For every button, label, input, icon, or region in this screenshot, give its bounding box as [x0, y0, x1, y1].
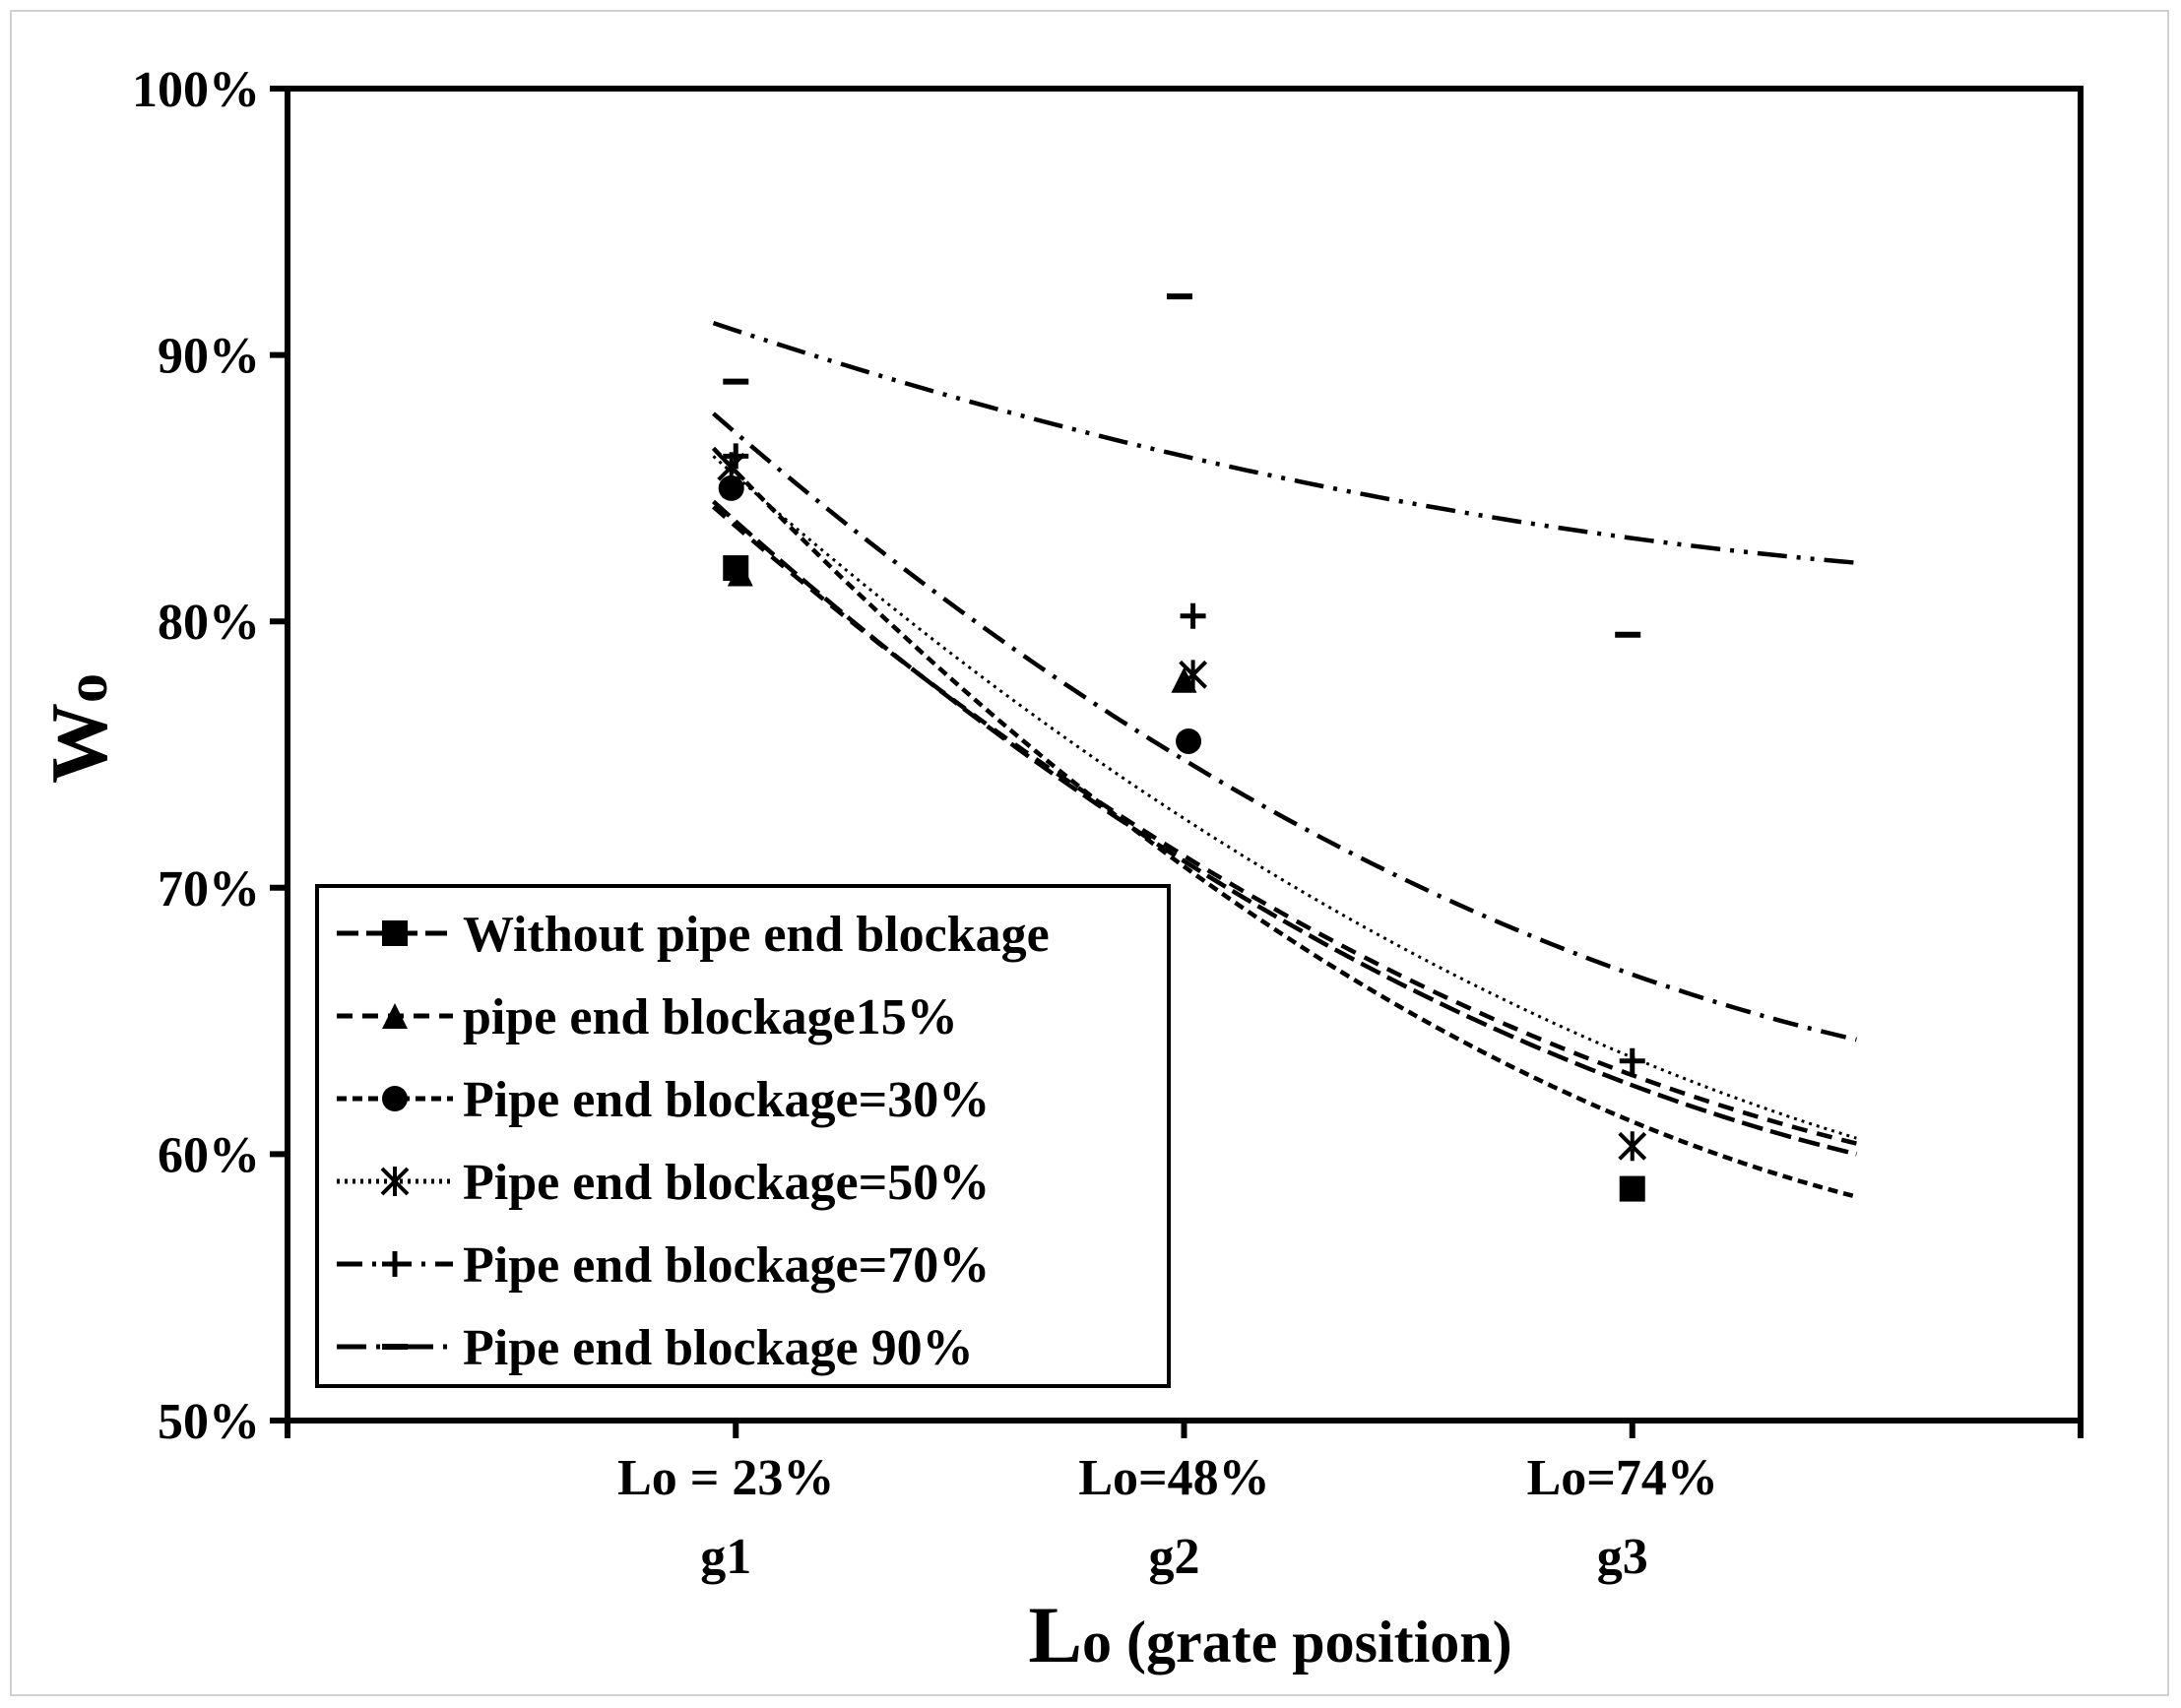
- triangle-marker: [727, 560, 753, 587]
- x-axis-title: Lo (grate position): [1028, 1590, 1511, 1679]
- legend-item-2: pipe end blockage15%: [337, 989, 958, 1045]
- legend-label: Pipe end blockage=70%: [463, 1237, 990, 1294]
- figure-frame: [10, 10, 2169, 1696]
- y-axis-title: Wo: [34, 673, 124, 784]
- y-tick-label: 90%: [158, 329, 260, 385]
- data-markers: [717, 293, 1647, 1202]
- plus-marker: [1619, 1047, 1645, 1074]
- plus-marker: [723, 443, 749, 470]
- trend-line-series-2: [712, 505, 1857, 1146]
- y-tick-label: 70%: [158, 861, 260, 917]
- x-tick-label: Lo = 23%: [617, 1450, 834, 1506]
- legend-item-4: Pipe end blockage=50%: [337, 1155, 990, 1211]
- trend-lines: [711, 320, 1857, 1199]
- legend-marker: [380, 1167, 410, 1196]
- y-tick-label: 80%: [158, 595, 260, 651]
- x-tick-label: Lo=74%: [1527, 1450, 1718, 1506]
- asterisk-marker: [1618, 1131, 1647, 1162]
- legend: Without pipe end blockage pipe end blocka…: [315, 884, 1171, 1388]
- x-tick-sublabel: g1: [700, 1529, 751, 1585]
- data-point-series-5-g3: [1619, 1047, 1645, 1074]
- y-tick-label: 60%: [158, 1127, 260, 1183]
- legend-label: Without pipe end blockage: [463, 907, 1050, 963]
- plus-marker: [382, 1251, 408, 1277]
- data-point-series-3-g2: [1176, 727, 1202, 754]
- circle-marker: [718, 474, 744, 501]
- data-point-series-1-g3: [1619, 1175, 1645, 1202]
- data-point-series-5-g2: [1180, 602, 1206, 629]
- data-point-series-4-g2: [1179, 660, 1208, 690]
- legend-box: [315, 884, 1171, 1388]
- x-tick-sublabel: g3: [1597, 1529, 1648, 1585]
- axis-labels: Lo (grate position) Wo: [34, 673, 1512, 1679]
- legend-label: Pipe end blockage 90%: [463, 1320, 974, 1376]
- legend-marker: [382, 1251, 408, 1277]
- square-marker: [1619, 1175, 1645, 1202]
- legend-marker: [382, 920, 408, 946]
- legend-item-1: Without pipe end blockage: [337, 907, 1050, 963]
- legend-label: Pipe end blockage=30%: [463, 1072, 990, 1128]
- legend-marker: [382, 1003, 408, 1029]
- legend-item-6: Pipe end blockage 90%: [337, 1320, 974, 1376]
- data-point-series-3-g1: [718, 474, 744, 501]
- trend-line-series-3: [711, 446, 1857, 1199]
- data-point-series-2-g2: [1171, 666, 1197, 693]
- circle-marker: [1176, 727, 1202, 754]
- y-tick-label: 50%: [158, 1394, 260, 1450]
- asterisk-marker: [380, 1167, 410, 1196]
- data-point-series-2-g1: [727, 560, 753, 587]
- plus-marker: [1180, 602, 1206, 629]
- triangle-marker: [382, 1003, 408, 1029]
- x-tick-label: Lo=48%: [1078, 1450, 1269, 1506]
- triangle-marker: [1171, 666, 1197, 693]
- square-marker: [382, 920, 408, 946]
- data-point-series-4-g3: [1618, 1131, 1647, 1162]
- circle-marker: [382, 1086, 408, 1111]
- axes: 50% 60% 70% 80% 90% 100% Lo = 23% g1 Lo=48% g2 Lo=…: [132, 62, 2084, 1585]
- legend-label: Pipe end blockage=50%: [463, 1155, 990, 1211]
- trend-line-series-5: [712, 411, 1857, 1043]
- trend-line-series-6: [712, 320, 1857, 565]
- x-tick-sublabel: g2: [1149, 1529, 1200, 1585]
- data-point-series-5-g1: [723, 443, 749, 470]
- legend-label: pipe end blockage15%: [463, 989, 958, 1045]
- legend-item-3: Pipe end blockage=30%: [337, 1072, 990, 1128]
- legend-item-5: Pipe end blockage=70%: [337, 1237, 990, 1294]
- y-tick-label: 100%: [132, 62, 260, 118]
- legend-marker: [382, 1086, 408, 1111]
- asterisk-marker: [1179, 660, 1208, 690]
